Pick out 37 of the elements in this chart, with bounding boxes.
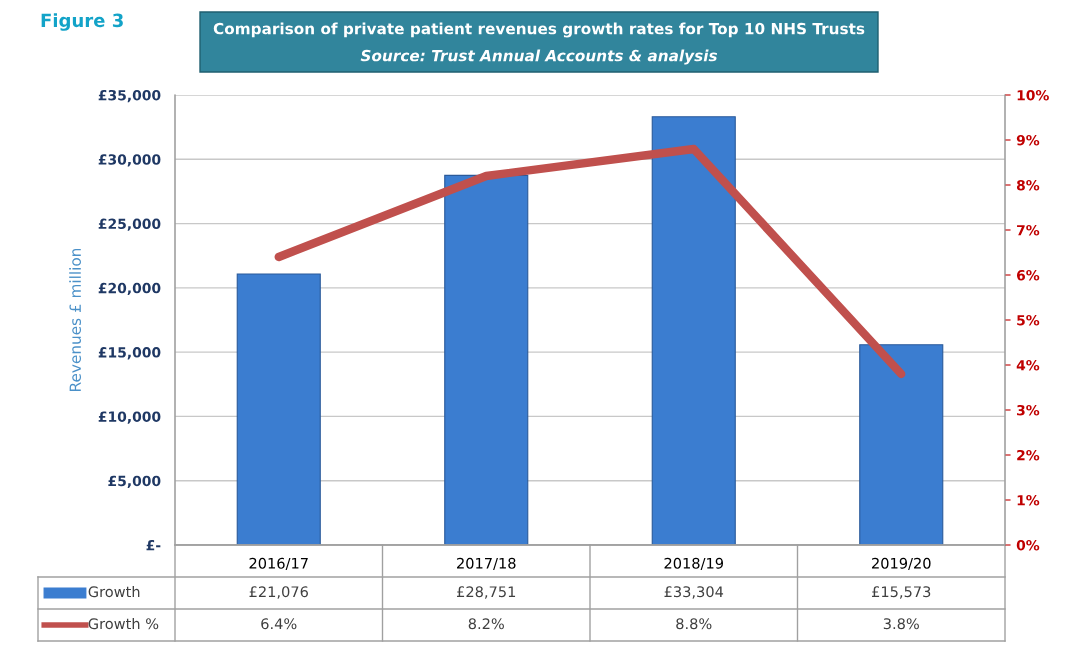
chart-title: Comparison of private patient revenues growth rates for Top 10 NHS Trusts (213, 22, 865, 38)
data-label: 8.8% (676, 618, 712, 630)
y-tick-label: £15,000 (98, 347, 161, 360)
y2-tick-label: 6% (1016, 269, 1040, 281)
y2-tick-label: 4% (1016, 359, 1040, 371)
caption: Figure 3 (41, 13, 123, 31)
data-label: 8.2% (468, 618, 504, 630)
y-tick-label: £25,000 (98, 218, 161, 231)
y2-tick-label: 8% (1016, 179, 1040, 191)
y2-tick-label: 3% (1017, 404, 1040, 416)
data-label: 6.4% (261, 618, 297, 630)
legend-label: Growth % (88, 617, 159, 630)
y2-tick-label: 5% (1017, 314, 1040, 326)
y-axis-title: Revenues £ million (69, 248, 81, 391)
data-label: £28,751 (457, 586, 516, 599)
x-tick-label: 2017/18 (457, 557, 516, 570)
y-tick-label: £5,000 (108, 475, 161, 488)
y2-tick-label: 7% (1017, 224, 1040, 236)
x-tick-label: 2019/20 (872, 557, 931, 570)
x-tick-label: 2016/17 (249, 557, 308, 570)
y-tick-label: £10,000 (98, 411, 161, 424)
legend-label: Growth (88, 585, 140, 598)
y-tick-label: £- (146, 539, 161, 551)
y-tick-label: £30,000 (98, 154, 161, 167)
data-label: 3.8% (883, 618, 919, 630)
x-tick-label: 2018/19 (664, 557, 724, 570)
y2-tick-label: 0% (1016, 539, 1040, 551)
chart-subtitle: Source: Trust Annual Accounts & analysis (360, 49, 718, 65)
y2-tick-label: 2% (1017, 449, 1040, 461)
data-label: £21,076 (249, 586, 308, 599)
y2-tick-label: 10% (1017, 89, 1049, 101)
y-tick-label: £35,000 (98, 89, 161, 103)
y-tick-label: £20,000 (98, 282, 161, 296)
y2-tick-label: 9% (1016, 134, 1040, 146)
data-label: £15,573 (872, 586, 931, 599)
data-label: £33,304 (664, 586, 724, 599)
y2-tick-label: 1% (1017, 494, 1040, 506)
